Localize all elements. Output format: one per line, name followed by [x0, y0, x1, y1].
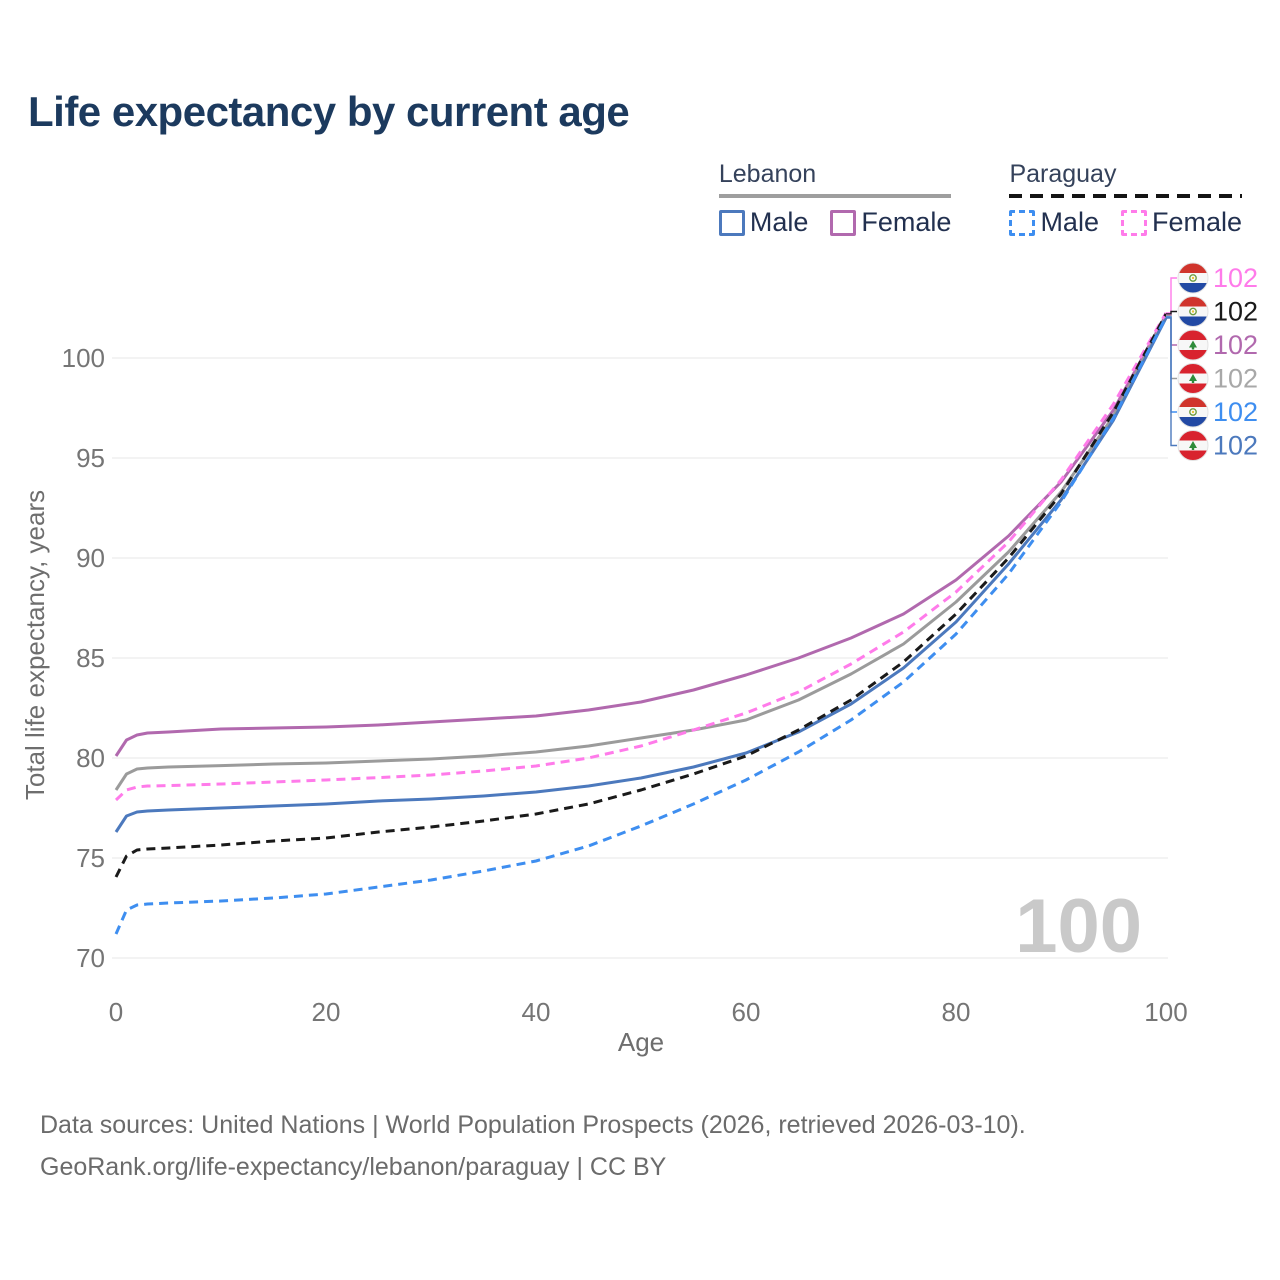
x-tick-label: 20	[312, 997, 341, 1027]
end-label-connector	[1166, 310, 1177, 315]
lebanon-male-swatch-icon	[718, 209, 745, 236]
x-tick-label: 0	[109, 997, 123, 1027]
legend-item-lebanon-male[interactable]: Male	[718, 207, 809, 238]
legend-country-lebanon[interactable]: Lebanon	[718, 160, 817, 188]
series-line-lebanon[interactable]	[114, 315, 1168, 791]
legend-item-paraguay-male[interactable]: Male	[1009, 207, 1099, 238]
y-tick-label: 75	[76, 843, 105, 873]
y-tick-label: 95	[76, 443, 105, 473]
x-tick-label: 60	[732, 997, 761, 1027]
x-tick-label: 40	[522, 997, 551, 1027]
end-label-connector	[1166, 277, 1177, 314]
paraguay-flag-icon	[1178, 263, 1208, 293]
legend-item-label: Female	[861, 207, 952, 237]
y-tick-label: 100	[62, 343, 105, 373]
end-label-connector	[1166, 317, 1177, 447]
legend-item-lebanon-female[interactable]: Female	[830, 207, 951, 238]
paraguay-flag-icon	[1178, 397, 1208, 427]
series-line-paraguay[interactable]	[114, 313, 1168, 878]
lebanon-female-swatch-icon	[830, 209, 857, 236]
legend-item-label: Female	[1151, 207, 1242, 237]
paraguay-flag-icon	[1178, 296, 1208, 327]
data-sources-attribution: Data sources: United Nations | World Pop…	[40, 1104, 1026, 1188]
lebanon-flag-border	[1177, 430, 1209, 461]
data-sources-line: Data sources: United Nations | World Pop…	[40, 1111, 1026, 1139]
legend: Lebanon Male Female Paraguay Male	[718, 160, 1242, 238]
x-tick-label: 100	[1144, 997, 1187, 1027]
end-value-label-paraguay: 102	[1213, 297, 1258, 327]
y-tick-label: 85	[76, 643, 105, 673]
legend-item-label: Male	[749, 207, 809, 237]
legend-item-label: Male	[1040, 207, 1099, 237]
legend-group-paraguay: Paraguay Male Female	[1009, 160, 1242, 238]
lebanon-flag-border	[1177, 329, 1209, 361]
legend-item-paraguay-female[interactable]: Female	[1120, 207, 1242, 238]
y-tick-label: 90	[76, 543, 105, 573]
paraguay-flag-border	[1177, 296, 1209, 327]
georank-url-line: GeoRank.org/life-expectancy/lebanon/para…	[40, 1153, 667, 1181]
paraguay-female-swatch-icon	[1120, 209, 1147, 236]
y-tick-label: 70	[76, 943, 105, 973]
lebanon-flag-icon	[1178, 430, 1208, 461]
x-axis-title: Age	[618, 1027, 664, 1057]
series-line-paraguay-male[interactable]	[114, 316, 1168, 935]
legend-group-lebanon: Lebanon Male Female	[718, 160, 952, 238]
lebanon-flag-icon	[1178, 363, 1208, 394]
lebanon-flag-border	[1177, 363, 1209, 394]
series-line-lebanon-female[interactable]	[114, 314, 1168, 757]
series-line-paraguay-female[interactable]	[114, 312, 1168, 802]
end-value-label-lebanon-female: 102	[1213, 330, 1258, 360]
end-value-label-paraguay-female: 102	[1213, 263, 1258, 293]
x-tick-label: 80	[942, 997, 971, 1027]
current-age-watermark: 100	[1015, 884, 1142, 969]
paraguay-dashed-line-icon	[1009, 194, 1242, 198]
lebanon-flag-icon	[1178, 330, 1208, 360]
lebanon-solid-line-icon	[718, 194, 952, 198]
series-line-lebanon-male[interactable]	[114, 317, 1168, 833]
paraguay-male-swatch-icon	[1009, 209, 1036, 236]
paraguay-flag-border	[1177, 396, 1209, 428]
end-value-label-paraguay-male: 102	[1213, 397, 1258, 427]
page-title: Life expectancy by current age	[28, 88, 630, 135]
end-value-label-lebanon-male: 102	[1213, 431, 1258, 461]
end-value-label-lebanon: 102	[1213, 364, 1258, 394]
legend-country-paraguay[interactable]: Paraguay	[1009, 160, 1117, 188]
y-tick-label: 80	[76, 743, 105, 773]
y-axis-title: Total life expectancy, years	[20, 490, 50, 800]
paraguay-flag-border	[1177, 262, 1209, 294]
